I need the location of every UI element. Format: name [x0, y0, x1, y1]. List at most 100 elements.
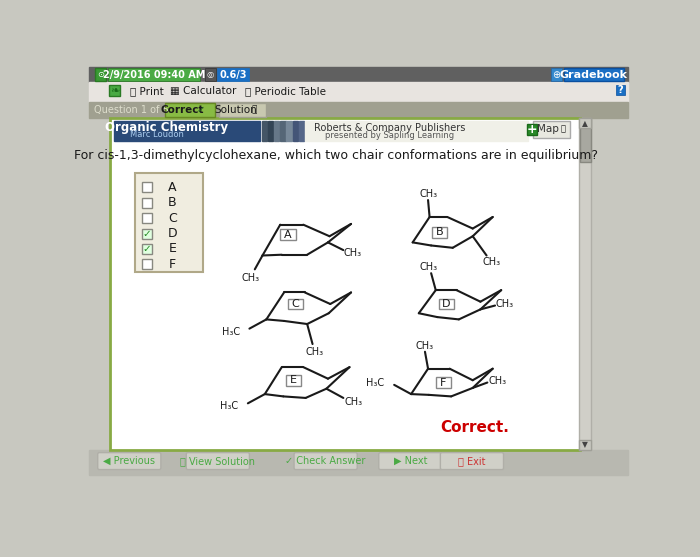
Bar	[90, 102, 629, 118]
Bar	[141, 198, 153, 208]
Text: ⊕: ⊕	[552, 70, 561, 80]
Text: 💡 View Solution: 💡 View Solution	[181, 456, 256, 466]
Bar	[579, 118, 592, 129]
Text: 🚪 Exit: 🚪 Exit	[458, 456, 486, 466]
Text: CH₃: CH₃	[482, 257, 500, 267]
Text: ▲: ▲	[582, 119, 588, 128]
Text: ▶ Next: ▶ Next	[393, 456, 427, 466]
Text: E: E	[169, 242, 176, 256]
Text: H₃C: H₃C	[366, 378, 384, 388]
Bar	[580, 119, 591, 162]
Bar	[616, 85, 625, 95]
Bar	[268, 121, 273, 141]
Bar	[141, 228, 153, 238]
Text: ✓: ✓	[143, 244, 151, 254]
Bar	[109, 85, 120, 96]
Text: CH₃: CH₃	[344, 248, 362, 258]
Text: ❧: ❧	[110, 86, 119, 96]
Text: For cis-1,3-dimethylcyclohexane, which two chair conformations are in equilibriu: For cis-1,3-dimethylcyclohexane, which t…	[74, 149, 598, 162]
Text: D: D	[167, 227, 177, 240]
Text: 🗺: 🗺	[560, 125, 566, 134]
Text: Map: Map	[537, 124, 559, 134]
Text: ✓ Check Answer: ✓ Check Answer	[286, 456, 366, 466]
Bar	[90, 82, 629, 102]
Bar	[218, 103, 266, 117]
Text: Organic Chemistry: Organic Chemistry	[105, 121, 228, 134]
Bar	[286, 121, 292, 141]
FancyBboxPatch shape	[186, 453, 249, 470]
Text: H₃C: H₃C	[222, 327, 240, 337]
Text: presented by Sapling Learning: presented by Sapling Learning	[325, 131, 454, 140]
Text: F: F	[169, 258, 176, 271]
Text: 📊 Periodic Table: 📊 Periodic Table	[245, 86, 326, 96]
Text: A: A	[168, 181, 176, 194]
Bar	[90, 450, 629, 475]
Bar	[286, 375, 301, 385]
Text: CH₃: CH₃	[420, 189, 438, 199]
Text: ▦ Calculator: ▦ Calculator	[170, 86, 237, 96]
Bar	[262, 121, 267, 141]
FancyBboxPatch shape	[379, 453, 442, 470]
Bar	[579, 439, 592, 450]
Bar	[288, 299, 303, 309]
Bar	[95, 69, 106, 81]
Bar	[135, 173, 203, 272]
Text: F: F	[440, 378, 447, 388]
Text: ▼: ▼	[582, 441, 588, 449]
Text: Question 1 of 5: Question 1 of 5	[94, 105, 169, 115]
Text: Gradebook: Gradebook	[559, 70, 628, 80]
Text: B: B	[436, 227, 443, 237]
Text: 🖨 Print: 🖨 Print	[130, 86, 164, 96]
Bar	[280, 121, 286, 141]
Text: 2/9/2016 09:40 AM: 2/9/2016 09:40 AM	[103, 70, 205, 80]
Text: CH₃: CH₃	[496, 299, 514, 309]
Bar	[108, 69, 200, 81]
Text: 💡: 💡	[251, 105, 257, 114]
Bar	[204, 69, 216, 81]
Text: H₃C: H₃C	[220, 402, 238, 412]
Text: Roberts & Company Publishers: Roberts & Company Publishers	[314, 123, 466, 133]
Text: Correct: Correct	[161, 105, 204, 115]
Text: Correct.: Correct.	[440, 420, 509, 434]
Text: ?: ?	[617, 85, 624, 95]
Text: C: C	[168, 212, 177, 224]
Bar	[110, 118, 580, 450]
Text: 0.6/3: 0.6/3	[220, 70, 247, 80]
Text: CH₃: CH₃	[306, 347, 324, 356]
Bar	[141, 182, 153, 192]
Bar	[439, 299, 454, 309]
Text: C: C	[292, 299, 300, 309]
Bar	[579, 118, 592, 450]
Text: CH₃: CH₃	[415, 340, 433, 350]
Text: +: +	[526, 123, 538, 136]
Bar	[141, 213, 153, 223]
Bar	[293, 121, 298, 141]
Bar	[305, 121, 528, 141]
Bar	[564, 69, 624, 81]
Text: CH₃: CH₃	[242, 273, 260, 283]
Bar	[141, 260, 153, 270]
Bar	[217, 69, 249, 81]
Text: ◀ Previous: ◀ Previous	[104, 456, 155, 466]
Bar	[526, 124, 538, 135]
Text: E: E	[290, 375, 297, 385]
Bar	[274, 121, 279, 141]
Bar	[435, 377, 451, 388]
Text: A: A	[284, 229, 292, 240]
Bar	[90, 67, 629, 82]
Bar	[280, 229, 295, 240]
Text: ⊙: ⊙	[97, 70, 104, 79]
Text: CH₃: CH₃	[489, 376, 506, 386]
Bar	[552, 69, 562, 81]
Text: ✓: ✓	[143, 228, 151, 238]
Text: Solution: Solution	[214, 105, 257, 115]
Text: D: D	[442, 299, 451, 309]
Bar	[164, 103, 215, 117]
Bar	[141, 244, 153, 254]
Bar	[299, 121, 304, 141]
FancyBboxPatch shape	[294, 453, 357, 470]
Bar	[533, 121, 570, 138]
Bar	[432, 227, 447, 238]
Bar	[114, 121, 260, 141]
Text: ◎: ◎	[206, 70, 214, 79]
